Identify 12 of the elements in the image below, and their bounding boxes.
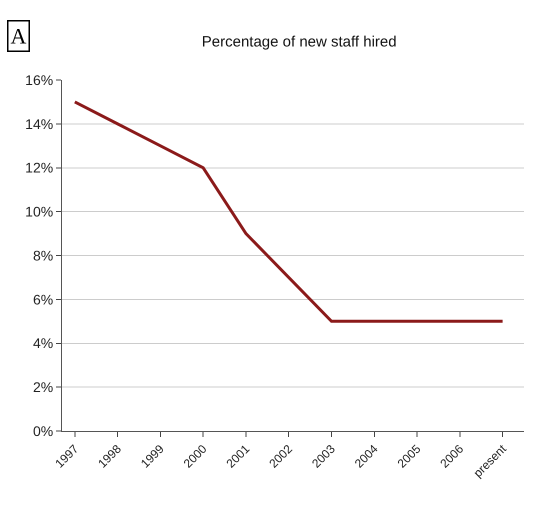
- y-tick-label: 4%: [32, 335, 54, 352]
- y-tick-label: 8%: [32, 247, 54, 264]
- y-tick-label: 6%: [32, 291, 54, 308]
- y-tick-label: 0%: [32, 422, 54, 439]
- y-tick-label: 2%: [32, 379, 54, 396]
- y-tick-label: 16%: [25, 72, 54, 88]
- y-tick-label: 10%: [25, 204, 54, 220]
- line-series: [73, 100, 504, 323]
- chart-title: Percentage of new staff hired: [202, 33, 397, 50]
- y-tick-label: 14%: [25, 116, 54, 132]
- text: A: [10, 24, 26, 48]
- y-tick-label: 12%: [25, 160, 54, 176]
